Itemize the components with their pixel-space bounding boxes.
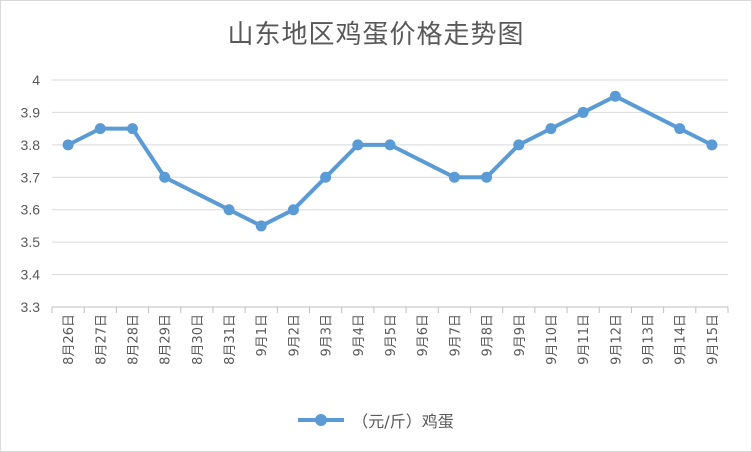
x-tick-label: 9月6日 [416, 314, 431, 357]
legend-swatch [298, 410, 345, 430]
data-point [545, 123, 557, 135]
x-tick-label: 9月13日 [642, 314, 657, 365]
y-tick-label: 3.3 [21, 299, 41, 315]
series-line [67, 94, 713, 228]
x-tick-label: 8月26日 [62, 314, 77, 365]
data-point [706, 139, 718, 151]
x-tick-label: 9月7日 [448, 314, 463, 357]
y-tick-label: 3.8 [21, 137, 41, 153]
x-tick-label: 8月27日 [94, 314, 109, 365]
x-axis [51, 306, 729, 313]
x-tick-label: 9月4日 [352, 314, 367, 357]
data-point [255, 220, 267, 232]
data-point [513, 139, 525, 151]
data-point [609, 90, 621, 102]
chart-title: 山东地区鸡蛋价格走势图 [227, 20, 525, 50]
data-point [126, 123, 138, 135]
data-point [287, 204, 299, 216]
data-point [352, 139, 364, 151]
data-point [481, 171, 493, 183]
x-tick-label: 8月30日 [191, 314, 206, 365]
data-point [577, 106, 589, 118]
y-tick-label: 3.7 [21, 169, 41, 185]
data-point [448, 171, 460, 183]
x-tick-label: 8月28日 [126, 314, 141, 365]
legend-label: （元/斤）鸡蛋 [352, 412, 454, 431]
data-point [159, 171, 171, 183]
x-tick-label: 9月9日 [513, 314, 528, 357]
legend: （元/斤）鸡蛋 [0, 408, 752, 432]
x-tick-label: 9月14日 [674, 314, 689, 365]
series-line-eggs [62, 90, 718, 232]
x-tick-label: 9月10日 [545, 314, 560, 365]
y-tick-label: 3.5 [21, 234, 41, 250]
x-tick-label: 9月2日 [287, 314, 302, 357]
x-tick-label: 8月31日 [223, 314, 238, 365]
data-point [62, 139, 74, 151]
data-point [320, 171, 332, 183]
x-tick-label: 9月12日 [609, 314, 624, 365]
x-axis-ticks: 8月26日 8月27日 8月28日 8月29日 8月30日 8月31日 9月1日 9月2日 9月… [62, 314, 721, 365]
y-tick-label: 3.9 [21, 104, 41, 120]
x-tick-label: 9月5日 [384, 314, 399, 357]
x-tick-label: 9月1日 [255, 314, 270, 357]
data-point [384, 139, 396, 151]
y-tick-label: 3.6 [21, 202, 41, 218]
x-tick-label: 9月8日 [481, 314, 496, 357]
data-point [223, 204, 235, 216]
data-point [674, 123, 686, 135]
y-tick-label: 3.4 [21, 267, 41, 283]
data-point [94, 123, 106, 135]
gridlines [52, 79, 728, 308]
y-axis-ticks: 3.3 3.4 3.5 3.6 3.7 3.8 3.9 4 [21, 72, 41, 315]
x-tick-label: 9月11日 [577, 314, 592, 365]
x-tick-label: 9月3日 [320, 314, 335, 357]
x-tick-label: 8月29日 [159, 314, 174, 365]
y-tick-label: 4 [32, 72, 40, 88]
x-tick-label: 9月15日 [706, 314, 721, 365]
